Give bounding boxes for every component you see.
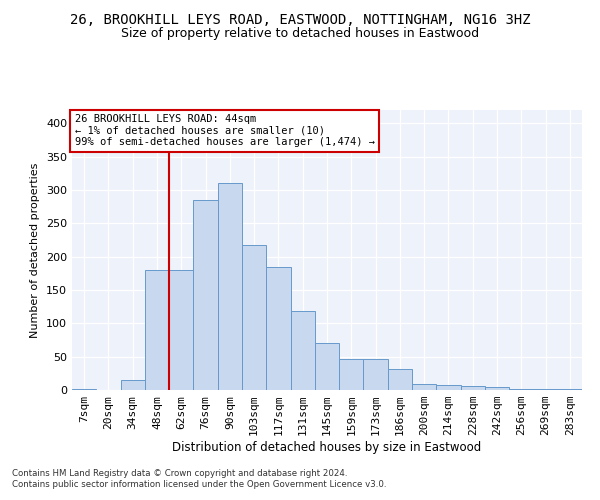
Bar <box>121 380 145 390</box>
Bar <box>266 266 290 390</box>
Bar <box>72 388 96 390</box>
Bar <box>509 388 533 390</box>
Bar <box>558 388 582 390</box>
Bar <box>364 360 388 390</box>
Bar <box>169 270 193 390</box>
Text: 26 BROOKHILL LEYS ROAD: 44sqm
← 1% of detached houses are smaller (10)
99% of se: 26 BROOKHILL LEYS ROAD: 44sqm ← 1% of de… <box>74 114 374 148</box>
Text: Size of property relative to detached houses in Eastwood: Size of property relative to detached ho… <box>121 28 479 40</box>
Bar <box>290 312 315 390</box>
Text: Contains public sector information licensed under the Open Government Licence v3: Contains public sector information licen… <box>12 480 386 489</box>
Bar <box>315 344 339 390</box>
Bar <box>145 270 169 390</box>
Text: Contains HM Land Registry data © Crown copyright and database right 2024.: Contains HM Land Registry data © Crown c… <box>12 468 347 477</box>
Bar <box>218 184 242 390</box>
Bar <box>242 244 266 390</box>
Bar <box>485 388 509 390</box>
Y-axis label: Number of detached properties: Number of detached properties <box>31 162 40 338</box>
Bar <box>339 360 364 390</box>
Bar <box>193 200 218 390</box>
Text: 26, BROOKHILL LEYS ROAD, EASTWOOD, NOTTINGHAM, NG16 3HZ: 26, BROOKHILL LEYS ROAD, EASTWOOD, NOTTI… <box>70 12 530 26</box>
Bar <box>461 386 485 390</box>
Bar <box>412 384 436 390</box>
Bar <box>436 386 461 390</box>
X-axis label: Distribution of detached houses by size in Eastwood: Distribution of detached houses by size … <box>172 441 482 454</box>
Bar <box>388 370 412 390</box>
